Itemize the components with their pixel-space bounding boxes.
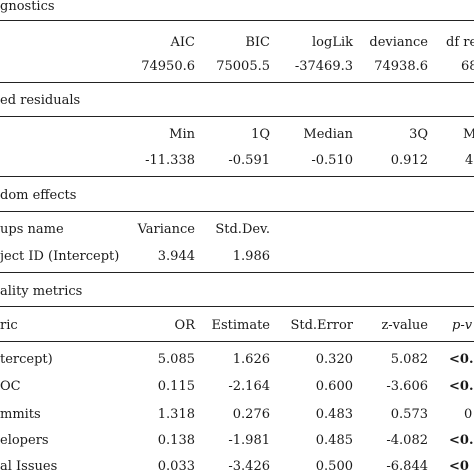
table-cell-z-value: -3.606 xyxy=(386,379,428,394)
table-cell-std-error: 0.485 xyxy=(315,433,353,448)
diagnostics-value-deviance: 74938.6 xyxy=(374,59,428,74)
table-cell-z-value: -4.082 xyxy=(386,433,428,448)
table-row-label: mmits xyxy=(0,407,41,422)
random-effects-stddev: 1.986 xyxy=(232,249,270,264)
diagnostics-header-loglik: logLik xyxy=(312,35,353,50)
diagnostics-value-aic: 74950.6 xyxy=(141,59,195,74)
table-cell-p-value: <0. xyxy=(449,379,474,394)
table-cell-estimate: 1.626 xyxy=(232,352,270,367)
residuals-header-3q: 3Q xyxy=(409,127,428,142)
random-effects-title: dom effects xyxy=(0,188,77,203)
table-cell-estimate: -2.164 xyxy=(228,379,270,394)
diagnostics-header-deviance: deviance xyxy=(369,35,428,50)
residuals-value-median: -0.510 xyxy=(311,153,353,168)
quality-header-p-value: p-v xyxy=(452,318,473,333)
quality-metrics-title: ality metrics xyxy=(0,284,83,299)
random-effects-header-groups: ups name xyxy=(0,222,64,237)
random-effects-header-variance: Variance xyxy=(137,222,195,237)
residuals-title: ed residuals xyxy=(0,93,81,108)
quality-header-estimate: Estimate xyxy=(211,318,270,333)
random-effects-variance: 3.944 xyxy=(157,249,195,264)
diagnostics-header-aic: AIC xyxy=(170,35,195,50)
diagnostics-header-bic: BIC xyxy=(245,35,270,50)
random-effects-header-stddev: Std.Dev. xyxy=(215,222,270,237)
table-cell-p-value: <0. xyxy=(449,352,474,367)
table-cell-std-error: 0.500 xyxy=(315,459,353,474)
residuals-value-1q: -0.591 xyxy=(228,153,270,168)
diagnostics-bottom-rule xyxy=(0,82,474,83)
random-effects-group: ject ID (Intercept) xyxy=(0,249,120,264)
table-cell-std-error: 0.320 xyxy=(315,352,353,367)
table-cell-estimate: 0.276 xyxy=(232,407,270,422)
table-cell-or: 1.318 xyxy=(157,407,195,422)
table-row-label: al Issues xyxy=(0,459,58,474)
table-cell-std-error: 0.600 xyxy=(315,379,353,394)
table-cell-or: 0.033 xyxy=(157,459,195,474)
table-cell-p-value: <0 xyxy=(449,459,469,474)
table-cell-z-value: 0.573 xyxy=(390,407,428,422)
diagnostics-value-bic: 75005.5 xyxy=(216,59,270,74)
table-cell-or: 0.138 xyxy=(157,433,195,448)
residuals-header-min: Min xyxy=(169,127,195,142)
table-cell-or: 5.085 xyxy=(157,352,195,367)
quality-header-metric: ric xyxy=(0,318,18,333)
table-row-label: tercept) xyxy=(0,352,53,367)
table-cell-z-value: -6.844 xyxy=(386,459,428,474)
random-effects-bottom-rule xyxy=(0,272,474,273)
residuals-header-1q: 1Q xyxy=(251,127,270,142)
diagnostics-value-df-resid: 68 xyxy=(461,59,474,74)
quality-header-std-error: Std.Error xyxy=(290,318,353,333)
table-cell-p-value: 0 xyxy=(464,407,473,422)
residuals-value-max: 4 xyxy=(465,153,474,168)
table-row-label: OC xyxy=(0,379,21,394)
random-effects-top-rule xyxy=(0,211,474,212)
diagnostics-top-rule xyxy=(0,20,474,21)
diagnostics-title: gnostics xyxy=(0,0,55,14)
diagnostics-header-df-resid: df re xyxy=(446,35,474,50)
table-cell-p-value: <0. xyxy=(449,433,474,448)
quality-header-or: OR xyxy=(174,318,195,333)
quality-metrics-header-rule xyxy=(0,341,474,342)
quality-header-z-value: z-value xyxy=(381,318,428,333)
residuals-header-median: Median xyxy=(303,127,353,142)
residuals-header-max: M xyxy=(463,127,474,142)
residuals-value-min: -11.338 xyxy=(145,153,195,168)
residuals-top-rule xyxy=(0,116,474,117)
diagnostics-value-loglik: -37469.3 xyxy=(294,59,353,74)
table-cell-estimate: -3.426 xyxy=(228,459,270,474)
table-cell-z-value: 5.082 xyxy=(390,352,428,367)
table-cell-std-error: 0.483 xyxy=(315,407,353,422)
residuals-bottom-rule xyxy=(0,176,474,177)
table-row-label: elopers xyxy=(0,433,49,448)
table-cell-or: 0.115 xyxy=(157,379,195,394)
table-cell-estimate: -1.981 xyxy=(228,433,270,448)
residuals-value-3q: 0.912 xyxy=(390,153,428,168)
quality-metrics-top-rule xyxy=(0,306,474,307)
